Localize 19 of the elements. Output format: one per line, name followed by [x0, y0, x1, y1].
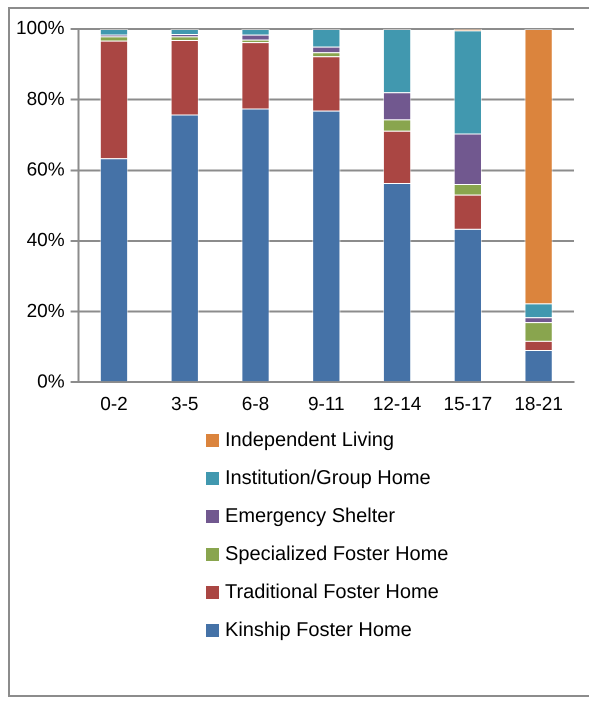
x-tick-label: 15-17	[444, 394, 492, 415]
y-tick-label: 40%	[26, 230, 65, 252]
x-tick-label: 3-5	[171, 394, 198, 415]
legend-label: Traditional Foster Home	[225, 581, 439, 604]
x-tick-label: 9-11	[308, 394, 345, 415]
y-tick-label: 60%	[26, 160, 65, 181]
legend-label: Kinship Foster Home	[225, 619, 412, 642]
y-tick-label: 0%	[37, 371, 65, 392]
x-tick-label: 12-14	[372, 394, 422, 415]
legend-label: Institution/Group Home	[225, 467, 431, 490]
x-tick-label: 6-8	[242, 394, 270, 415]
x-tick-label: 0-2	[100, 394, 128, 415]
y-tick-label: 20%	[26, 300, 65, 322]
y-tick-label: 80%	[26, 88, 65, 110]
legend-label: Specialized Foster Home	[225, 543, 448, 566]
y-tick-label: 100%	[16, 18, 65, 40]
legend-label: Independent Living	[225, 429, 394, 452]
legend-label: Emergency Shelter	[225, 505, 396, 528]
x-tick-label: 18-21	[514, 394, 563, 415]
